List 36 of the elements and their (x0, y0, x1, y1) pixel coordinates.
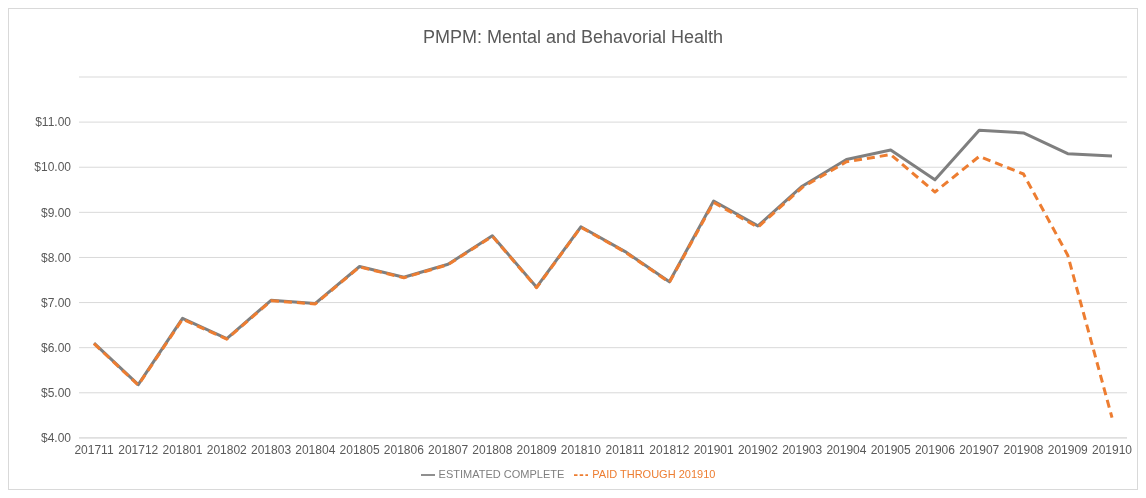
y-tick-label: $7.00 (40, 295, 72, 310)
x-tick-label: 201712 (118, 443, 159, 458)
legend-label: PAID THROUGH 201910 (592, 467, 716, 480)
line-series (92, 153, 1114, 420)
chart-title: PMPM: Mental and Behavorial Health (421, 26, 725, 49)
x-tick-label: 201811 (605, 443, 646, 458)
x-tick-label: 201809 (516, 443, 557, 458)
x-tick-label: 201803 (251, 443, 292, 458)
x-tick-label: 201904 (826, 443, 867, 458)
x-tick-label: 201902 (737, 443, 779, 458)
x-tick-label: 201903 (782, 443, 823, 458)
x-tick-label: 201901 (693, 443, 734, 458)
x-tick-label: 201808 (472, 443, 513, 458)
x-tick-label: 201810 (560, 443, 602, 458)
y-tick-label: $11.00 (35, 115, 72, 130)
y-tick-label: $10.00 (34, 160, 72, 175)
y-tick-label: $8.00 (40, 250, 72, 265)
x-tick-label: 201906 (914, 443, 956, 458)
x-tick-label: 201801 (162, 443, 203, 458)
legend-label: ESTIMATED COMPLETE (438, 467, 565, 480)
x-tick-label: 201804 (295, 443, 336, 458)
x-tick-label: 201907 (959, 443, 1000, 458)
x-tick-label: 201711 (74, 443, 114, 458)
x-tick-label: 201802 (206, 443, 248, 458)
x-tick-label: 201909 (1047, 443, 1089, 458)
x-tick-label: 201910 (1091, 443, 1133, 458)
y-tick-label: $9.00 (40, 205, 72, 220)
x-tick-label: 201812 (649, 443, 690, 458)
x-tick-label: 201807 (428, 443, 469, 458)
x-tick-label: 201806 (383, 443, 425, 458)
x-tick-label: 201905 (870, 443, 912, 458)
x-tick-label: 201805 (339, 443, 380, 458)
y-tick-label: $4.00 (40, 431, 72, 446)
y-tick-label: $5.00 (40, 386, 72, 401)
y-tick-label: $6.00 (40, 340, 72, 355)
x-tick-label: 201908 (1003, 443, 1044, 458)
